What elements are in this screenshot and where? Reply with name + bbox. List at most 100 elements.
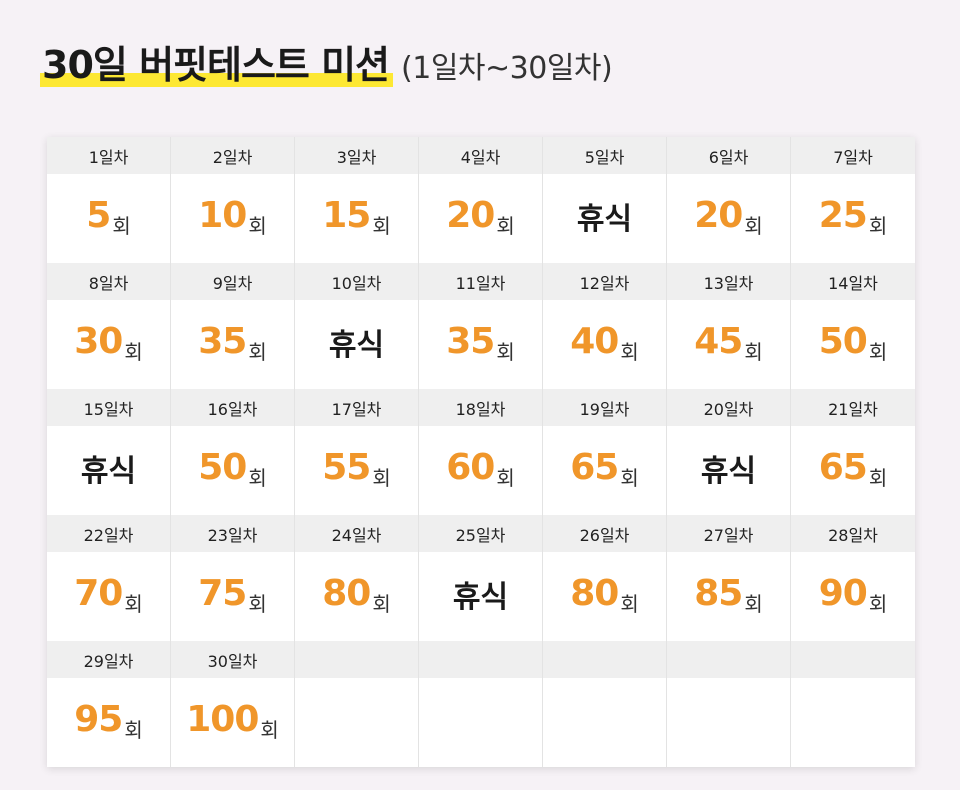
day-cell: 11일차 35 회 — [419, 263, 543, 389]
empty-cell — [295, 641, 419, 767]
day-label: 22일차 — [47, 515, 170, 552]
day-cell: 1일차 5 회 — [47, 137, 171, 263]
rep-unit: 회 — [248, 340, 267, 364]
empty-header — [295, 641, 418, 678]
title-subtitle: (1일차~30일차) — [401, 51, 613, 86]
rep-unit: 회 — [248, 592, 267, 616]
rep-unit: 회 — [744, 340, 763, 364]
rep-unit: 회 — [868, 340, 888, 364]
rep-unit: 회 — [620, 340, 639, 364]
rep-unit: 회 — [248, 466, 267, 490]
day-cell: 25일차 휴식 — [419, 515, 543, 641]
rest-label: 휴식 — [80, 453, 137, 489]
rep-unit: 회 — [744, 214, 763, 238]
day-value: 65 회 — [543, 426, 666, 515]
day-label: 16일차 — [171, 389, 294, 426]
rep-count: 70 — [74, 573, 123, 614]
rep-unit: 회 — [124, 592, 143, 616]
day-value: 90 회 — [791, 552, 915, 641]
empty-cell — [419, 641, 543, 767]
day-label: 27일차 — [667, 515, 790, 552]
day-value: 30 회 — [47, 300, 170, 389]
day-cell: 27일차 85 회 — [667, 515, 791, 641]
rep-count: 65 — [570, 447, 619, 488]
day-label: 8일차 — [47, 263, 170, 300]
rep-count: 75 — [198, 573, 247, 614]
day-value: 80 회 — [295, 552, 418, 641]
day-value: 25 회 — [791, 174, 915, 263]
rep-count: 55 — [322, 447, 371, 488]
day-label: 2일차 — [171, 137, 294, 174]
day-label: 20일차 — [667, 389, 790, 426]
day-label: 9일차 — [171, 263, 294, 300]
rep-count: 15 — [322, 195, 371, 236]
empty-header — [667, 641, 790, 678]
day-cell: 13일차 45 회 — [667, 263, 791, 389]
day-value: 80 회 — [543, 552, 666, 641]
rest-label: 휴식 — [328, 327, 385, 363]
day-value: 55 회 — [295, 426, 418, 515]
rep-unit: 회 — [496, 214, 515, 238]
day-label: 21일차 — [791, 389, 915, 426]
rep-count: 60 — [446, 447, 495, 488]
day-cell: 29일차 95 회 — [47, 641, 171, 767]
day-label: 17일차 — [295, 389, 418, 426]
rep-count: 65 — [818, 447, 868, 488]
day-value: 50 회 — [791, 300, 915, 389]
day-cell: 10일차 휴식 — [295, 263, 419, 389]
day-value: 휴식 — [543, 174, 666, 263]
day-label: 30일차 — [171, 641, 294, 678]
day-cell: 19일차 65 회 — [543, 389, 667, 515]
day-value: 35 회 — [171, 300, 294, 389]
rep-count: 10 — [198, 195, 247, 236]
day-label: 3일차 — [295, 137, 418, 174]
day-cell: 5일차 휴식 — [543, 137, 667, 263]
rep-unit: 회 — [372, 466, 391, 490]
day-label: 19일차 — [543, 389, 666, 426]
empty-header — [419, 641, 542, 678]
day-cell: 17일차 55 회 — [295, 389, 419, 515]
empty-cell — [543, 641, 667, 767]
day-cell: 24일차 80 회 — [295, 515, 419, 641]
rep-count: 95 — [74, 699, 123, 740]
day-cell: 23일차 75 회 — [171, 515, 295, 641]
day-label: 4일차 — [419, 137, 542, 174]
day-value: 35 회 — [419, 300, 542, 389]
rep-unit: 회 — [868, 466, 888, 490]
rep-count: 50 — [198, 447, 247, 488]
rep-unit: 회 — [620, 592, 639, 616]
day-value: 휴식 — [419, 552, 542, 641]
title-main: 30일 버핏테스트 미션 — [39, 34, 394, 89]
day-cell: 16일차 50 회 — [171, 389, 295, 515]
empty-header — [791, 641, 915, 678]
day-cell: 6일차 20 회 — [667, 137, 791, 263]
rep-count: 80 — [322, 573, 371, 614]
day-value: 20 회 — [667, 174, 790, 263]
day-cell: 22일차 70 회 — [47, 515, 171, 641]
rep-count: 30 — [74, 321, 123, 362]
day-label: 12일차 — [543, 263, 666, 300]
rep-unit: 회 — [372, 214, 391, 238]
day-value: 75 회 — [171, 552, 294, 641]
rep-unit: 회 — [124, 340, 143, 364]
rep-unit: 회 — [372, 592, 391, 616]
day-label: 6일차 — [667, 137, 790, 174]
rest-label: 휴식 — [452, 579, 509, 615]
day-label: 26일차 — [543, 515, 666, 552]
day-value: 10 회 — [171, 174, 294, 263]
day-value: 60 회 — [419, 426, 542, 515]
day-value: 휴식 — [667, 426, 790, 515]
day-cell: 3일차 15 회 — [295, 137, 419, 263]
day-value: 15 회 — [295, 174, 418, 263]
rep-count: 40 — [570, 321, 619, 362]
day-cell: 8일차 30 회 — [47, 263, 171, 389]
day-label: 14일차 — [791, 263, 915, 300]
empty-header — [543, 641, 666, 678]
day-label: 23일차 — [171, 515, 294, 552]
rep-count: 20 — [694, 195, 743, 236]
day-cell: 4일차 20 회 — [419, 137, 543, 263]
rep-count: 35 — [446, 321, 495, 362]
day-label: 18일차 — [419, 389, 542, 426]
day-label: 15일차 — [47, 389, 170, 426]
